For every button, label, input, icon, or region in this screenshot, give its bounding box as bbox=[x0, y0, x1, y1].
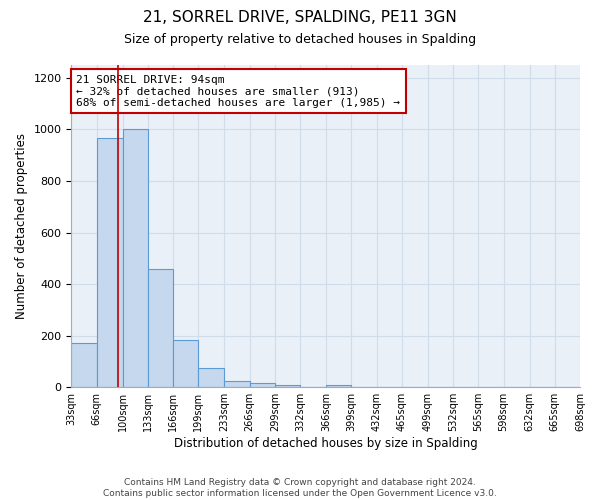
Bar bbox=[250, 384, 275, 387]
Bar bbox=[97, 138, 122, 387]
Bar bbox=[71, 344, 97, 387]
Y-axis label: Number of detached properties: Number of detached properties bbox=[15, 133, 28, 319]
Bar bbox=[122, 130, 148, 387]
Bar bbox=[275, 384, 300, 387]
Text: Contains HM Land Registry data © Crown copyright and database right 2024.
Contai: Contains HM Land Registry data © Crown c… bbox=[103, 478, 497, 498]
Bar bbox=[199, 368, 224, 387]
Bar bbox=[173, 340, 199, 387]
Text: 21 SORREL DRIVE: 94sqm
← 32% of detached houses are smaller (913)
68% of semi-de: 21 SORREL DRIVE: 94sqm ← 32% of detached… bbox=[76, 74, 400, 108]
Text: 21, SORREL DRIVE, SPALDING, PE11 3GN: 21, SORREL DRIVE, SPALDING, PE11 3GN bbox=[143, 10, 457, 25]
Text: Size of property relative to detached houses in Spalding: Size of property relative to detached ho… bbox=[124, 32, 476, 46]
Bar bbox=[148, 268, 173, 387]
X-axis label: Distribution of detached houses by size in Spalding: Distribution of detached houses by size … bbox=[174, 437, 478, 450]
Bar bbox=[326, 385, 352, 387]
Bar bbox=[224, 381, 250, 387]
